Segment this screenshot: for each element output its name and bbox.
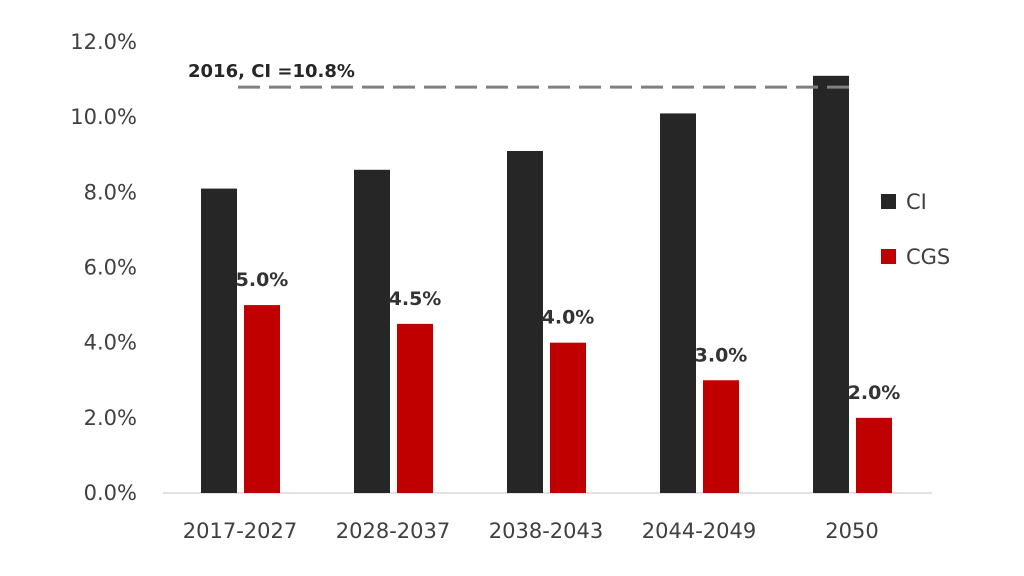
- bar-ci: [813, 75, 849, 493]
- y-tick-label: 2.0%: [84, 406, 137, 430]
- bar-ci: [660, 113, 696, 494]
- legend-label-ci: CI: [906, 190, 927, 214]
- bar-ci: [201, 188, 237, 493]
- y-axis: 0.0% 2.0% 4.0% 6.0% 8.0% 10.0% 12.0%: [70, 30, 137, 505]
- bar-ci: [354, 169, 390, 494]
- bar-cgs: [550, 342, 586, 493]
- bars: [201, 75, 892, 494]
- bar-cgs: [703, 380, 739, 493]
- x-tick-label: 2044-2049: [642, 519, 756, 543]
- data-label-cgs: 5.0%: [236, 269, 289, 291]
- bar-cgs: [244, 305, 280, 493]
- y-tick-label: 4.0%: [84, 331, 137, 355]
- bar-cgs: [397, 323, 433, 493]
- y-tick-label: 0.0%: [84, 481, 137, 505]
- y-tick-label: 6.0%: [84, 256, 137, 280]
- x-tick-label: 2017-2027: [183, 519, 297, 543]
- reference-line-label: 2016, CI =10.8%: [188, 61, 355, 82]
- y-tick-label: 12.0%: [70, 30, 137, 54]
- y-tick-label: 10.0%: [70, 105, 137, 129]
- x-axis: 2017-2027 2028-2037 2038-2043 2044-2049 2050: [163, 492, 932, 543]
- data-label-cgs: 4.5%: [389, 288, 442, 310]
- data-label-cgs: 2.0%: [848, 382, 901, 404]
- bar-cgs: [856, 417, 892, 493]
- bar-ci: [507, 150, 543, 493]
- x-tick-label: 2050: [825, 519, 878, 543]
- data-label-cgs: 3.0%: [695, 344, 748, 366]
- legend-swatch-cgs: [881, 249, 896, 264]
- y-tick-label: 8.0%: [84, 180, 137, 204]
- legend-swatch-ci: [881, 194, 896, 209]
- data-labels: 5.0% 4.5% 4.0% 3.0% 2.0%: [236, 269, 901, 404]
- reference-line: 2016, CI =10.8%: [188, 61, 858, 89]
- legend: CI CGS: [881, 190, 950, 269]
- legend-label-cgs: CGS: [906, 245, 950, 269]
- x-tick-label: 2038-2043: [489, 519, 603, 543]
- x-tick-label: 2028-2037: [336, 519, 450, 543]
- data-label-cgs: 4.0%: [542, 307, 595, 329]
